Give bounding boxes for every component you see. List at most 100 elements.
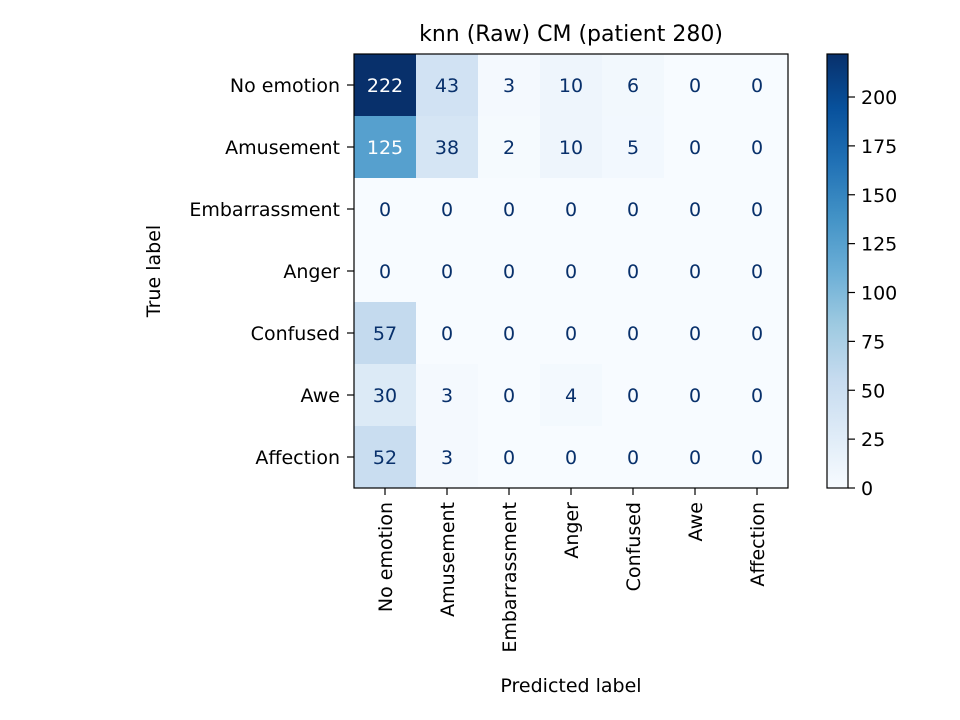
y-axis-label: True label xyxy=(143,225,165,318)
cell-value-label: 0 xyxy=(441,261,453,283)
chart-title: knn (Raw) CM (patient 280) xyxy=(419,22,723,47)
cell-value-label: 0 xyxy=(503,447,515,469)
matrix-cell xyxy=(416,240,479,303)
cell-value-label: 43 xyxy=(435,75,459,97)
matrix-cell xyxy=(354,302,417,365)
matrix-cell xyxy=(726,240,789,303)
x-tick-label: Amusement xyxy=(437,502,459,617)
matrix-cell xyxy=(540,54,603,117)
cell-value-label: 52 xyxy=(373,447,397,469)
cell-value-label: 0 xyxy=(751,385,763,407)
y-axis-ticks: No emotion Amusement Embarrassment Anger Con… xyxy=(189,75,354,469)
matrix-cell xyxy=(478,178,541,241)
cell-value-label: 0 xyxy=(503,323,515,345)
matrix-cell xyxy=(540,302,603,365)
cell-value-label: 0 xyxy=(751,447,763,469)
cell-value-label: 0 xyxy=(565,447,577,469)
cell-value-label: 30 xyxy=(373,385,397,407)
matrix-cell xyxy=(602,116,665,179)
matrix-cell xyxy=(354,426,417,489)
cell-value-label: 0 xyxy=(441,323,453,345)
colorbar-tick-label: 0 xyxy=(861,478,873,500)
x-axis-label: Predicted label xyxy=(500,675,641,697)
cell-value-label: 0 xyxy=(627,323,639,345)
cell-value-label: 10 xyxy=(559,75,583,97)
cell-value-label: 0 xyxy=(441,199,453,221)
cell-value-label: 0 xyxy=(379,199,391,221)
cell-value-label: 125 xyxy=(367,137,403,159)
cell-value-label: 3 xyxy=(503,75,515,97)
matrix-cell xyxy=(540,116,603,179)
x-tick-label: Embarrassment xyxy=(499,502,521,653)
matrix-cell xyxy=(726,426,789,489)
cell-value-label: 0 xyxy=(689,261,701,283)
cell-value-label: 0 xyxy=(751,261,763,283)
matrix-cell xyxy=(478,240,541,303)
colorbar-tick-label: 50 xyxy=(861,380,885,402)
y-tick-label: Anger xyxy=(283,261,340,283)
matrix-cell xyxy=(664,302,727,365)
matrix-cell xyxy=(664,178,727,241)
cell-value-label: 0 xyxy=(503,261,515,283)
matrix-cell xyxy=(602,178,665,241)
matrix-cell xyxy=(726,116,789,179)
x-tick-label: Anger xyxy=(561,502,583,559)
colorbar xyxy=(826,53,849,489)
y-tick-label: Amusement xyxy=(225,137,340,159)
matrix-cell xyxy=(602,240,665,303)
x-tick-label: Affection xyxy=(747,502,769,587)
cell-value-label: 5 xyxy=(627,137,639,159)
cell-value-label: 3 xyxy=(441,447,453,469)
cell-value-label: 0 xyxy=(751,323,763,345)
matrix-cell xyxy=(416,116,479,179)
cell-value-label: 10 xyxy=(559,137,583,159)
cell-value-label: 2 xyxy=(503,137,515,159)
matrix-cell xyxy=(540,240,603,303)
matrix-cell xyxy=(540,178,603,241)
colorbar-tick-label: 100 xyxy=(861,283,897,305)
cell-value-label: 222 xyxy=(367,75,403,97)
cell-value-label: 0 xyxy=(503,199,515,221)
colorbar-tick-label: 75 xyxy=(861,331,885,353)
matrix-cell xyxy=(664,240,727,303)
cell-value-label: 0 xyxy=(565,199,577,221)
matrix-cell xyxy=(664,364,727,427)
cell-value-label: 0 xyxy=(689,323,701,345)
matrix-cell xyxy=(416,54,479,117)
matrix-cell xyxy=(602,54,665,117)
colorbar-tick-label: 175 xyxy=(861,136,897,158)
cell-value-label: 0 xyxy=(751,137,763,159)
cell-value-label: 0 xyxy=(627,261,639,283)
matrix-cell xyxy=(602,364,665,427)
matrix-cell xyxy=(354,240,417,303)
colorbar-tick-label: 150 xyxy=(861,185,897,207)
colorbar-tick-label: 25 xyxy=(861,429,885,451)
matrix-cell xyxy=(602,426,665,489)
y-tick-label: Awe xyxy=(301,385,340,407)
matrix-cell xyxy=(478,302,541,365)
cell-value-label: 0 xyxy=(689,199,701,221)
cell-value-label: 0 xyxy=(751,75,763,97)
matrix-cell xyxy=(354,178,417,241)
cell-value-label: 0 xyxy=(689,447,701,469)
y-tick-label: Confused xyxy=(251,323,340,345)
cell-value-label: 0 xyxy=(627,385,639,407)
matrix-cell xyxy=(416,364,479,427)
matrix-cell xyxy=(664,426,727,489)
matrix-cell xyxy=(416,178,479,241)
matrix-cell xyxy=(416,426,479,489)
matrix-cells xyxy=(354,54,789,489)
colorbar-tick-label: 125 xyxy=(861,234,897,256)
cell-value-label: 38 xyxy=(435,137,459,159)
matrix-cell xyxy=(478,54,541,117)
matrix-cell xyxy=(664,116,727,179)
x-axis-ticks: No emotion Amusement Embarrassment Anger Con… xyxy=(375,488,769,653)
y-tick-label: Affection xyxy=(255,447,340,469)
matrix-cell xyxy=(478,426,541,489)
cell-value-label: 0 xyxy=(379,261,391,283)
cell-value-label: 0 xyxy=(751,199,763,221)
cell-value-label: 6 xyxy=(627,75,639,97)
cell-value-label: 0 xyxy=(565,323,577,345)
matrix-cell xyxy=(354,364,417,427)
